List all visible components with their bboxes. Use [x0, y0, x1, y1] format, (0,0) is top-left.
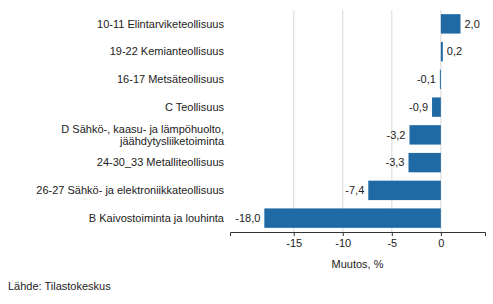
plot: -15 -10 -5 0 2,0 0,2 -0,1 -0,9 -3,2 -3,3 -7,4 -18,0: [231, 10, 486, 249]
grid: [294, 10, 441, 232]
bar: [264, 208, 441, 227]
x-axis-title: Muutos, %: [332, 258, 384, 270]
category-label-line: jäähdytysliiketoiminta: [119, 135, 225, 147]
axis-line: [231, 233, 486, 237]
category-label-line: 26-27 Sähkö- ja elektroniikkateollisuus: [36, 184, 224, 196]
data-label: 0,2: [447, 45, 462, 57]
category-label: B Kaivostoiminta ja louhinta: [89, 212, 225, 224]
category-label-line: 19-22 Kemianteollisuus: [110, 45, 225, 57]
category-label-line: 10-11 Elintarviketeollisuus: [97, 18, 224, 30]
category-labels: 10-11 Elintarviketeollisuus 19-22 Kemiant…: [36, 18, 225, 224]
category-label-line: C Teollisuus: [165, 101, 225, 113]
data-label: -0,9: [409, 101, 428, 113]
tick: -5: [387, 232, 397, 249]
tick-label: -10: [335, 237, 351, 249]
category-label: D Sähkö-, kaasu- ja lämpöhuolto,jäähdyty…: [61, 123, 225, 147]
tick: 0: [438, 232, 444, 249]
bar: [432, 97, 441, 116]
tick-mark: [441, 232, 442, 236]
bar: [409, 125, 440, 144]
data-label: -7,4: [345, 184, 364, 196]
category-label: 24-30_33 Metalliteollisuus: [97, 156, 225, 168]
tick-mark: [392, 232, 393, 236]
bar: [409, 153, 441, 172]
bar: [441, 14, 461, 33]
tick: -10: [335, 232, 351, 249]
category-label: C Teollisuus: [165, 101, 225, 113]
category-label: 26-27 Sähkö- ja elektroniikkateollisuus: [36, 184, 224, 196]
grid-line: [293, 10, 294, 232]
category-label: 10-11 Elintarviketeollisuus: [97, 18, 224, 30]
tick-mark: [294, 232, 295, 236]
data-label: -18,0: [235, 212, 260, 224]
category-label-line: B Kaivostoiminta ja louhinta: [89, 212, 225, 224]
x-axis: -15 -10 -5 0: [231, 232, 486, 249]
tick-label: -5: [387, 237, 397, 249]
category-label-line: 24-30_33 Metalliteollisuus: [97, 156, 225, 168]
bar: [441, 42, 443, 61]
tick: -15: [286, 232, 302, 249]
data-label: -3,3: [386, 156, 405, 168]
tick-mark: [343, 232, 344, 236]
tick-label: -15: [286, 237, 302, 249]
data-label: 2,0: [464, 18, 479, 30]
data-label: -0,1: [417, 73, 436, 85]
source: Lähde: Tilastokeskus: [8, 280, 111, 292]
bar: [368, 181, 441, 200]
bars: [264, 14, 460, 228]
data-labels: 2,0 0,2 -0,1 -0,9 -3,2 -3,3 -7,4 -18,0: [235, 18, 480, 224]
bar: [439, 70, 441, 89]
category-label: 19-22 Kemianteollisuus: [110, 45, 225, 57]
tick-label: 0: [438, 237, 444, 249]
chart: -15 -10 -5 0 2,0 0,2 -0,1 -0,9 -3,2 -3,3 -7,4 -18,0…: [0, 0, 493, 304]
category-label-line: 16-17 Metsäteollisuus: [117, 73, 225, 85]
data-label: -3,2: [387, 129, 406, 141]
category-label-line: D Sähkö-, kaasu- ja lämpöhuolto,: [61, 123, 224, 135]
grid-line: [342, 10, 343, 232]
category-label: 16-17 Metsäteollisuus: [117, 73, 225, 85]
